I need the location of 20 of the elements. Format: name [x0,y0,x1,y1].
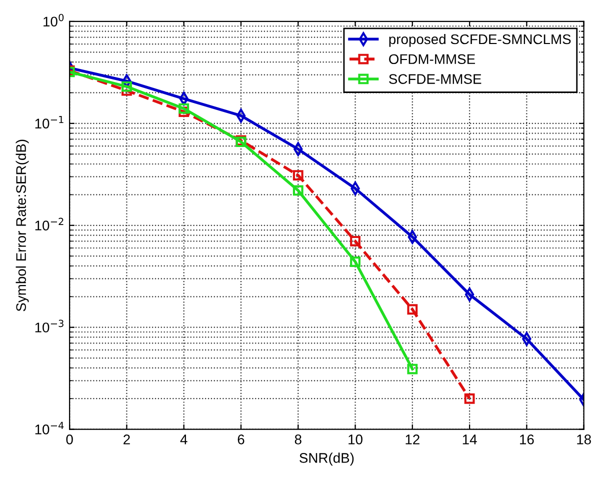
x-tick-label: 8 [294,434,302,444]
x-tick-label: 4 [180,434,188,444]
legend-label: SCFDE-MMSE [389,74,482,84]
x-tick-label: 12 [406,434,420,444]
legend-label: proposed SCFDE-SMNCLMS [389,34,571,47]
x-tick-label: 0 [66,434,73,444]
x-tick-label: 6 [238,434,244,444]
y-tick-label: 10$^{−3}$ [35,320,64,332]
x-tick-label: 14 [462,434,477,444]
x-tick-label: 16 [520,434,534,444]
y-tick-label: 10$^{−1}$ [35,116,64,128]
y-axis-title: Symbol Error Rate:SER(dB) [16,140,29,312]
y-tick-label: 10$^{0}$ [44,14,64,27]
x-tick-label: 2 [124,434,130,444]
y-tick-label: 10$^{−2}$ [35,218,64,230]
x-tick-label: 18 [577,434,591,444]
x-axis-title: SNR(dB) [300,452,354,466]
y-tick-label: 10$^{−4}$ [35,422,64,434]
x-tick-label: 10 [348,434,362,444]
legend-label: OFDM-MMSE [389,54,475,64]
